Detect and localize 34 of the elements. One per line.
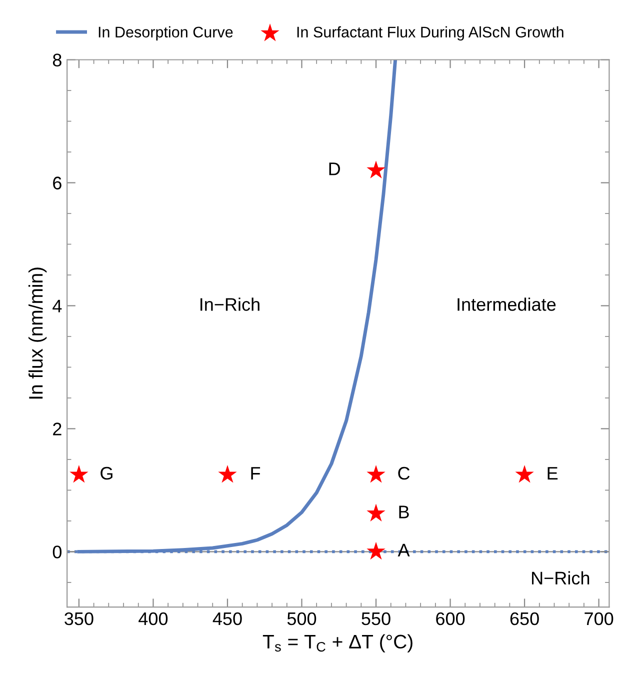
- point: [70, 465, 88, 483]
- annotation: B: [399, 506, 409, 518]
- x-tick-label: 400: [138, 612, 168, 626]
- y-tick-label: 8: [52, 54, 62, 66]
- annotation: N−Rich: [532, 571, 590, 585]
- annotation: D: [329, 162, 340, 176]
- x-tick-label: 500: [287, 612, 316, 626]
- x-tick-label: 450: [212, 612, 242, 626]
- legend-label: In Desorption Curve: [98, 26, 233, 41]
- x-tick-label: 700: [584, 612, 614, 626]
- annotation: E: [548, 467, 558, 480]
- x-tick-label: 350: [64, 612, 94, 626]
- annotation: Intermediate: [458, 298, 556, 311]
- annotation: G: [100, 466, 112, 480]
- annotation: A: [398, 544, 410, 556]
- annotation: In−Rich: [200, 298, 260, 311]
- annotation: C: [398, 466, 410, 480]
- point: [218, 465, 237, 483]
- point: [515, 465, 534, 483]
- y-tick-label: 2: [53, 422, 62, 436]
- point: [366, 160, 386, 178]
- annotation: F: [251, 467, 260, 480]
- y-tick-label: 6: [53, 176, 62, 190]
- y-tick-label: 0: [52, 546, 62, 558]
- x-tick-label: 600: [436, 612, 465, 626]
- x-tick-label: 550: [362, 612, 390, 626]
- y-axis-title: In flux (nm/min): [28, 268, 47, 399]
- x-tick-label: 650: [510, 612, 539, 626]
- point: [366, 465, 386, 483]
- point: [366, 504, 386, 522]
- x-axis-title: T$_{s}$ = T$_{C}$ + ΔT (°C): [262, 634, 412, 652]
- point: [366, 542, 386, 560]
- y-tick-label: 4: [52, 300, 62, 312]
- legend-label: In Surfactant Flux During AlScN Growth: [297, 26, 564, 41]
